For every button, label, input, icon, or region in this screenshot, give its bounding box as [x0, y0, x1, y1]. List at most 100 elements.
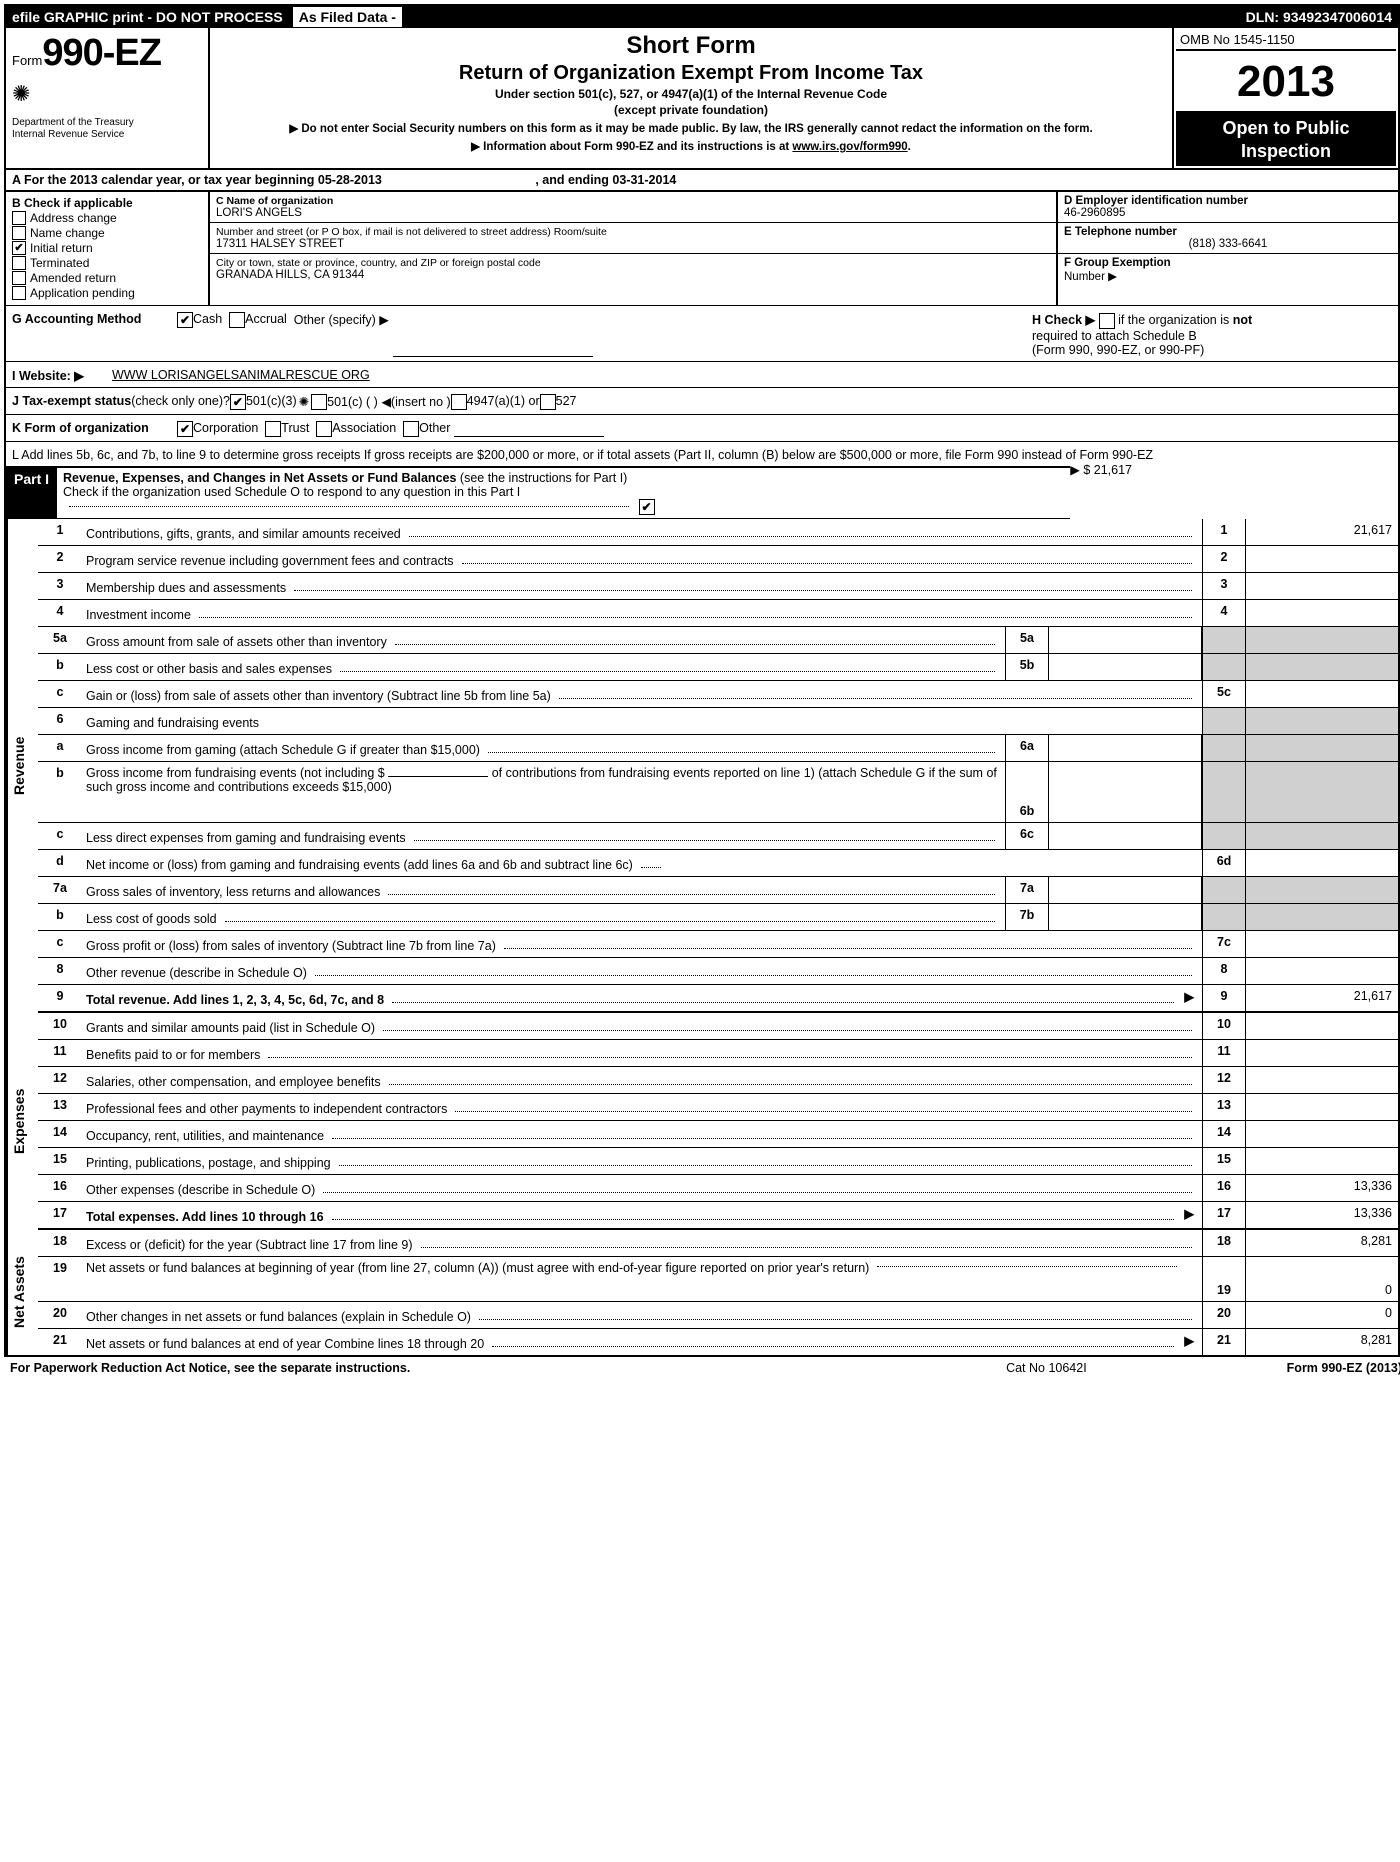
row-5a: 5a Gross amount from sale of assets othe…	[38, 627, 1398, 654]
chk-line-h[interactable]	[1099, 313, 1115, 329]
ein-label: D Employer identification number	[1064, 195, 1392, 207]
row-18: 18 Excess or (deficit) for the year (Sub…	[38, 1230, 1398, 1257]
row-9: 9 Total revenue. Add lines 1, 2, 3, 4, 5…	[38, 985, 1398, 1013]
website-link[interactable]: WWW LORISANGELSANIMALRESCUE ORG	[112, 368, 370, 383]
line-l-amount: ▶ $ 21,617	[1070, 462, 1132, 477]
row-3: 3 Membership dues and assessments 3	[38, 573, 1398, 600]
info-notice: ▶ Information about Form 990-EZ and its …	[218, 139, 1164, 153]
paperwork-notice: For Paperwork Reduction Act Notice, see …	[10, 1361, 410, 1375]
row-16: 16 Other expenses (describe in Schedule …	[38, 1175, 1398, 1202]
chk-corporation[interactable]: ✔	[177, 421, 193, 437]
revenue-tab: Revenue	[6, 519, 38, 1013]
row-21: 21 Net assets or fund balances at end of…	[38, 1329, 1398, 1355]
row-1: 1 Contributions, gifts, grants, and simi…	[38, 519, 1398, 546]
val-21: 8,281	[1245, 1329, 1398, 1355]
col-def: D Employer identification number 46-2960…	[1058, 192, 1398, 305]
line-i: I Website: ▶ WWW LORISANGELSANIMALRESCUE…	[6, 362, 1398, 388]
row-10: 10 Grants and similar amounts paid (list…	[38, 1013, 1398, 1040]
tax-year: 2013	[1176, 51, 1396, 113]
val-17: 13,336	[1245, 1202, 1398, 1228]
chk-application-pending[interactable]: Application pending	[12, 286, 202, 300]
city: GRANADA HILLS, CA 91344	[216, 269, 1050, 281]
chk-terminated[interactable]: Terminated	[12, 256, 202, 270]
top-bar: efile GRAPHIC print - DO NOT PROCESS As …	[6, 6, 1398, 28]
expenses-section: Expenses 10 Grants and similar amounts p…	[6, 1013, 1398, 1230]
row-7a: 7a Gross sales of inventory, less return…	[38, 877, 1398, 904]
open-to-public: Open to Public Inspection	[1176, 113, 1396, 166]
chk-501c3[interactable]: ✔	[230, 394, 246, 410]
row-5b: b Less cost or other basis and sales exp…	[38, 654, 1398, 681]
chk-cash[interactable]: ✔	[177, 312, 193, 328]
chk-name-change[interactable]: Name change	[12, 226, 202, 240]
line-k: K Form of organization ✔ Corporation Tru…	[6, 415, 1398, 442]
street: 17311 HALSEY STREET	[216, 238, 1050, 250]
row-20: 20 Other changes in net assets or fund b…	[38, 1302, 1398, 1329]
val-20: 0	[1245, 1302, 1398, 1328]
row-13: 13 Professional fees and other payments …	[38, 1094, 1398, 1121]
part-i-tag: Part I	[6, 468, 57, 518]
arrow-icon: ▶	[1184, 1206, 1194, 1221]
row-14: 14 Occupancy, rent, utilities, and maint…	[38, 1121, 1398, 1148]
row-2: 2 Program service revenue including gove…	[38, 546, 1398, 573]
chk-amended-return[interactable]: Amended return	[12, 271, 202, 285]
header-mid: Short Form Return of Organization Exempt…	[210, 28, 1174, 168]
efile-notice: efile GRAPHIC print - DO NOT PROCESS	[6, 7, 289, 27]
subtitle-1: Under section 501(c), 527, or 4947(a)(1)…	[218, 87, 1164, 101]
chk-accrual[interactable]	[229, 312, 245, 328]
subtitle-2: (except private foundation)	[218, 103, 1164, 117]
omb-number: OMB No 1545-1150	[1176, 30, 1396, 51]
part-i-header: Part I Revenue, Expenses, and Changes in…	[6, 466, 1070, 519]
dept-irs: Internal Revenue Service	[12, 129, 202, 141]
expenses-tab: Expenses	[6, 1013, 38, 1230]
row-4: 4 Investment income 4	[38, 600, 1398, 627]
net-assets-section: Net Assets 18 Excess or (deficit) for th…	[6, 1230, 1398, 1355]
form-prefix: Form	[12, 53, 42, 68]
as-filed-label: As Filed Data -	[293, 7, 402, 27]
row-6c: c Less direct expenses from gaming and f…	[38, 823, 1398, 850]
col-c: C Name of organization LORI'S ANGELS Num…	[210, 192, 1058, 305]
return-title: Return of Organization Exempt From Incom…	[218, 62, 1164, 85]
chk-trust[interactable]	[265, 421, 281, 437]
header-right: OMB No 1545-1150 2013 Open to Public Ins…	[1174, 28, 1398, 168]
form-990ez: efile GRAPHIC print - DO NOT PROCESS As …	[4, 4, 1400, 1357]
header-left: Form990-EZ ✺ Department of the Treasury …	[6, 28, 210, 168]
chk-other[interactable]	[403, 421, 419, 437]
line-l: L Add lines 5b, 6c, and 7b, to line 9 to…	[6, 442, 1398, 466]
val-19: 0	[1245, 1257, 1398, 1301]
chk-address-change[interactable]: Address change	[12, 211, 202, 225]
ssn-notice: ▶ Do not enter Social Security numbers o…	[218, 121, 1164, 135]
row-6d: d Net income or (loss) from gaming and f…	[38, 850, 1398, 877]
form-number: 990-EZ	[42, 32, 161, 74]
chk-501c[interactable]	[311, 394, 327, 410]
org-name-label: C Name of organization	[216, 195, 1050, 207]
line-a: A For the 2013 calendar year, or tax yea…	[6, 170, 1398, 192]
row-12: 12 Salaries, other compensation, and emp…	[38, 1067, 1398, 1094]
chk-initial-return[interactable]: ✔Initial return	[12, 241, 202, 255]
header: Form990-EZ ✺ Department of the Treasury …	[6, 28, 1398, 170]
section-bcdef: B Check if applicable Address change Nam…	[6, 192, 1398, 306]
chk-schedule-o[interactable]: ✔	[639, 499, 655, 515]
arrow-icon: ▶	[1184, 1333, 1194, 1348]
row-7b: b Less cost of goods sold 7b	[38, 904, 1398, 931]
chk-4947[interactable]	[451, 394, 467, 410]
row-6a: a Gross income from gaming (attach Sched…	[38, 735, 1398, 762]
form-version: Form 990-EZ (2013)	[1287, 1361, 1400, 1375]
phone-value: (818) 333-6641	[1064, 238, 1392, 250]
chk-527[interactable]	[540, 394, 556, 410]
col-b-header: B Check if applicable	[12, 196, 202, 210]
phone-label: E Telephone number	[1064, 226, 1392, 238]
row-11: 11 Benefits paid to or for members 11	[38, 1040, 1398, 1067]
dln: DLN: 93492347006014	[1240, 7, 1398, 27]
val-1: 21,617	[1245, 519, 1398, 545]
row-6b: b Gross income from fundraising events (…	[38, 762, 1398, 823]
irs-link[interactable]: www.irs.gov/form990	[792, 141, 907, 153]
val-16: 13,336	[1245, 1175, 1398, 1201]
row-19: 19 Net assets or fund balances at beginn…	[38, 1257, 1398, 1302]
irs-seal-icon: ✺	[12, 81, 202, 107]
org-name: LORI'S ANGELS	[216, 207, 1050, 219]
row-8: 8 Other revenue (describe in Schedule O)…	[38, 958, 1398, 985]
net-assets-tab: Net Assets	[6, 1230, 38, 1355]
ein-value: 46-2960895	[1064, 207, 1392, 219]
chk-association[interactable]	[316, 421, 332, 437]
row-5c: c Gain or (loss) from sale of assets oth…	[38, 681, 1398, 708]
